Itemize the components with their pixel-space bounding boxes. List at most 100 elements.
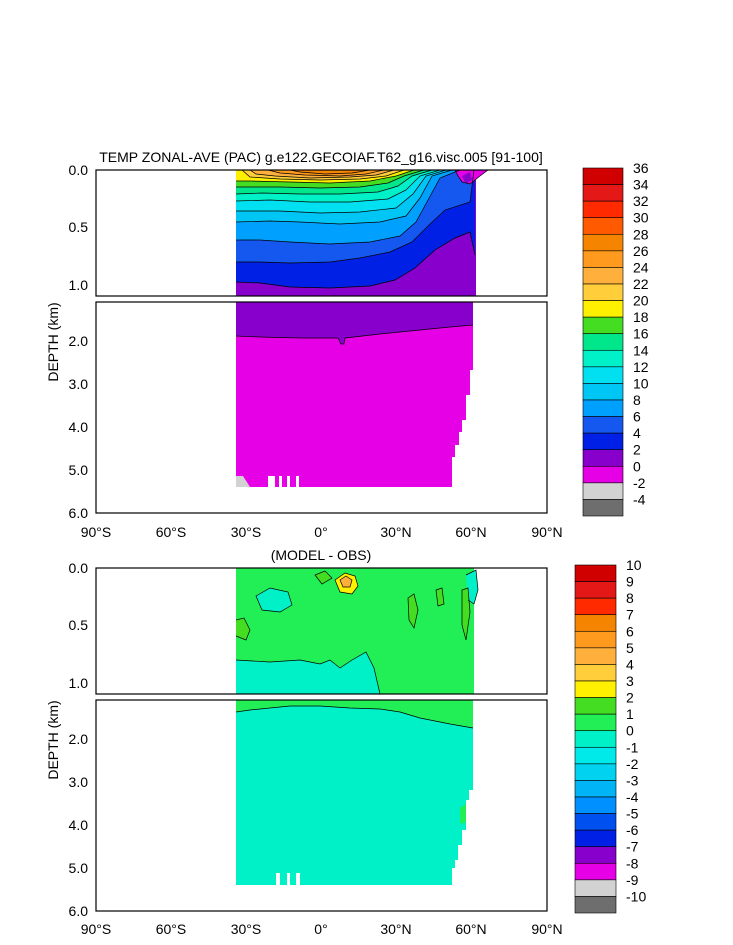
panel-temp: TEMP ZONAL-AVE (PAC) g.e122.GECOIAF.T62_… [45,149,649,540]
colorbar-level-label: 9 [626,574,634,590]
temp-upper-field [235,170,489,296]
panel-diff: (MODEL - OBS) [45,547,646,937]
y-tick-label: 6.0 [69,903,89,919]
y-tick-label: 0.5 [69,219,89,235]
colorbar-level-label: 5 [626,640,634,656]
temp-lower-field [235,302,474,488]
colorbar-level-label: -4 [633,491,646,507]
colorbar-level-label: -10 [626,888,646,904]
colorbar-swatch [582,267,624,285]
colorbar-swatch [574,730,617,748]
colorbar-level-label: 14 [633,342,649,358]
colorbar-swatch [582,499,624,517]
x-tick-label: 90°S [81,921,112,937]
colorbar-level-label: 6 [633,409,641,425]
colorbar-level-label: -4 [626,789,639,805]
colorbar-swatch [574,630,617,649]
panel-diff-y-axis-label: DEPTH (km) [45,700,61,779]
diff-field-deep-streak [460,804,466,824]
colorbar-swatch [574,763,617,781]
diff-field-1to2-b [315,571,332,584]
y-tick-label: 2.0 [69,333,89,349]
x-tick-label: 30°N [380,921,411,937]
colorbar-level-label: 4 [626,656,634,672]
colorbar-level-label: 12 [633,359,649,375]
colorbar-swatch [582,465,624,484]
colorbar-swatch [582,366,624,384]
colorbar-swatch [582,333,624,351]
panel-temp-upper-frame [95,169,548,297]
y-tick-label: 2.0 [69,731,89,747]
colorbar-level-label: 26 [633,243,649,259]
x-tick-label: 60°N [455,921,486,937]
colorbar-swatch [582,449,624,467]
colorbar-swatch [574,581,617,599]
diff-field-deep-gaps [276,873,300,885]
colorbar-level-label: -8 [626,855,639,871]
colorbar-swatch [574,597,617,616]
colorbar-swatch [582,233,624,252]
y-tick-label: 0.0 [69,560,89,576]
y-tick-label: 6.0 [69,505,89,521]
x-tick-label: 60°S [156,921,187,937]
colorbar-level-label: -2 [626,756,639,772]
colorbar-level-label: -1 [626,739,639,755]
panel-temp-y-ticks-upper: 0.0 0.5 1.0 [69,162,89,293]
colorbar-swatch [582,283,624,301]
colorbar-swatch [574,846,617,864]
panel-diff-title: (MODEL - OBS) [271,547,372,563]
x-tick-label: 60°N [455,524,486,540]
panel-diff-y-ticks-upper: 0.0 0.5 1.0 [69,560,89,691]
x-tick-label: 30°N [380,524,411,540]
temp-field-northeast-blob-inner [462,172,472,184]
colorbar-swatch [582,316,624,335]
temp-field-northeast-blob [455,170,488,184]
colorbar-swatch [582,349,624,368]
colorbar-level-label: 2 [626,690,634,706]
colorbar-level-label: 0 [633,458,641,474]
colorbar-swatch [582,200,624,219]
x-tick-label: 30°S [231,524,262,540]
x-tick-label: 90°S [81,524,112,540]
diff-field-deep-below0 [236,700,473,885]
colorbar-swatch [574,862,617,881]
colorbar-swatch [582,482,624,500]
colorbar-swatch [574,796,617,814]
colorbar-swatch [574,829,617,848]
colorbar-level-label: 8 [633,392,641,408]
colorbar-level-label: 1 [626,706,634,722]
diff-lower-field [235,700,474,885]
colorbar-level-label: 28 [633,226,649,242]
diff-hotspot-core [340,576,352,587]
diff-field-deep-0to1 [236,700,473,728]
colorbar-swatch [582,167,624,185]
y-tick-label: 3.0 [69,376,89,392]
panel-temp-lower-frame [95,301,548,514]
diff-field-below0-patch [256,588,292,612]
diff-field-below0-south [236,652,380,694]
diff-field-1to2-e [462,588,470,640]
panel-temp-y-ticks-lower: 2.0 3.0 4.0 5.0 6.0 [69,333,89,521]
panel-temp-x-ticks: 90°S 60°S 30°S 0° 30°N 60°N 90°N [81,524,563,540]
diff-field-below0-upper-north [466,570,478,604]
x-tick-label: 30°S [231,921,262,937]
panel-diff-lower-frame [95,699,548,912]
colorbar-level-label: 32 [633,193,649,209]
temp-field-deep-below0 [236,476,250,487]
panel-diff-x-ticks: 90°S 60°S 30°S 0° 30°N 60°N 90°N [81,921,563,937]
diff-field-1to2-d [436,588,444,606]
colorbar-level-label: 34 [633,177,649,193]
temp-field-deep-2to4 [236,302,473,344]
y-tick-label: 1.0 [69,675,89,691]
colorbar-level-label: 18 [633,309,649,325]
colorbar-swatch [582,383,624,401]
colorbar-swatch [574,780,617,798]
colorbar-swatch [574,813,617,831]
x-tick-label: 90°N [531,921,562,937]
colorbar-swatch [582,250,624,268]
panel-temp-title: TEMP ZONAL-AVE (PAC) g.e122.GECOIAF.T62_… [99,149,543,165]
colorbar-swatch [582,416,624,434]
colorbar-swatch [574,713,617,732]
colorbar-level-label: 6 [626,623,634,639]
